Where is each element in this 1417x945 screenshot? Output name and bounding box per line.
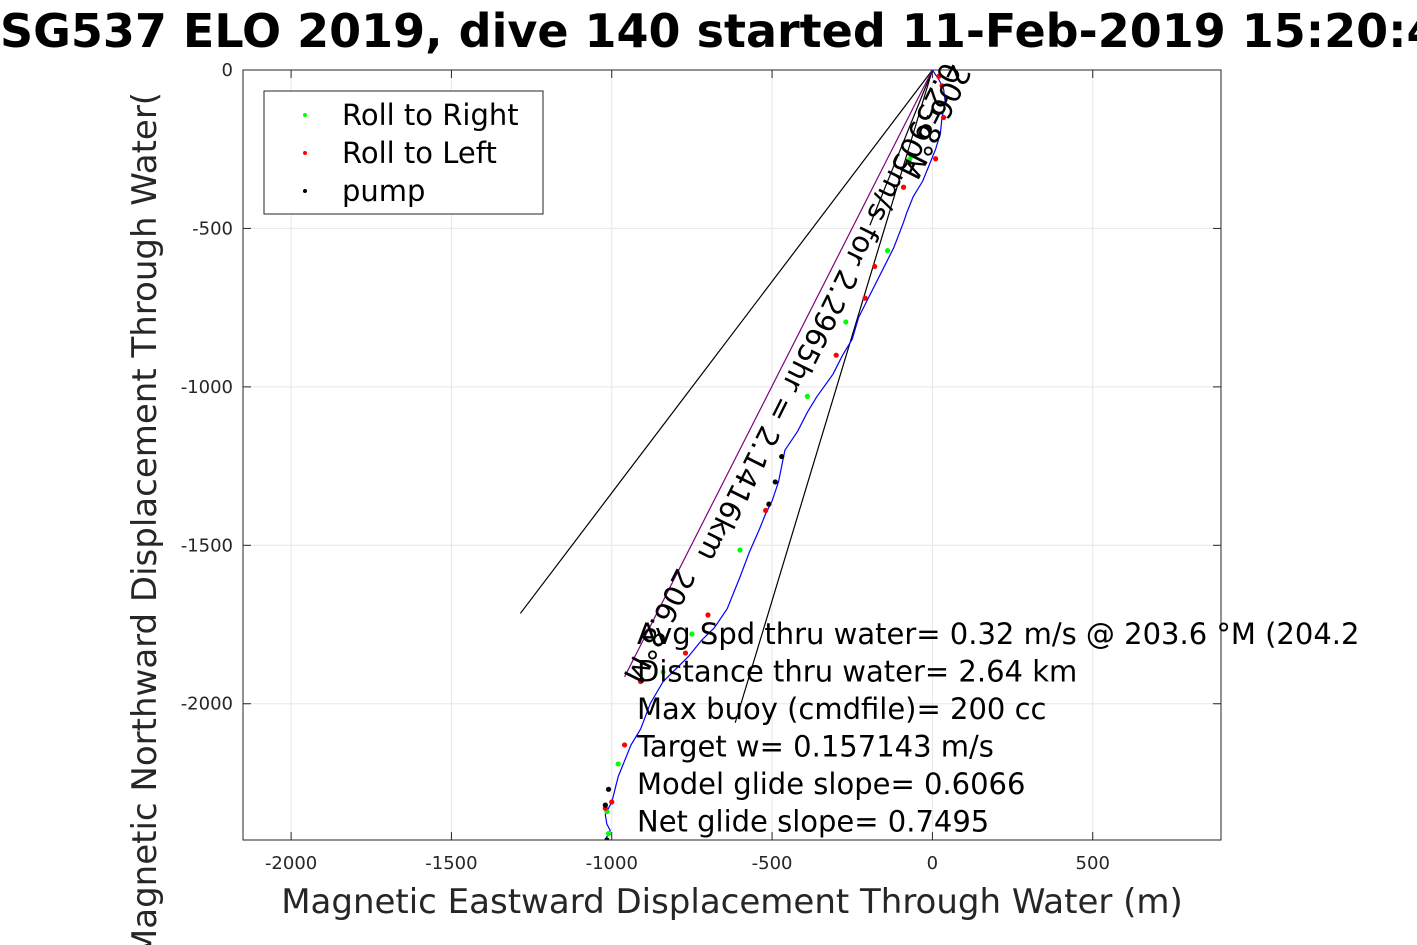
pump-point xyxy=(602,802,608,808)
x-tick-label: -1500 xyxy=(425,853,477,874)
x-tick-label: 0 xyxy=(927,853,938,874)
pump-point xyxy=(766,501,772,507)
track-line xyxy=(604,70,946,840)
x-tick-label: -500 xyxy=(752,853,793,874)
legend: Roll to Right Roll to Left pump xyxy=(263,90,544,215)
roll-right-point xyxy=(907,156,913,162)
y-tick-label: 0 xyxy=(222,60,233,81)
roll-right-point xyxy=(605,831,612,837)
roll-left-point xyxy=(833,352,839,358)
series-layer xyxy=(519,70,947,840)
annotation-line: Distance thru water= 2.64 km xyxy=(637,655,1077,689)
y-tick-label: -2000 xyxy=(181,694,233,715)
annotation-line: Target w= 0.157143 m/s xyxy=(636,730,994,764)
plot-frame xyxy=(242,69,1222,841)
pump-point xyxy=(605,786,612,792)
roll-left-point xyxy=(933,156,939,162)
y-tick-label: -500 xyxy=(192,218,233,239)
x-axis-label: Magnetic Eastward Displacement Through W… xyxy=(281,882,1183,922)
roll-left-point xyxy=(609,799,615,805)
roll-left-point xyxy=(763,507,769,514)
roll-left-point xyxy=(872,263,878,270)
roll-right-point xyxy=(737,547,743,553)
tick-labels: -2000 -1500 -1000 -500 0 500 0 -500 -1000 -1500 -2… xyxy=(181,60,1110,874)
roll-left-point xyxy=(862,295,868,301)
grid xyxy=(243,69,1221,840)
avg-line xyxy=(624,70,933,678)
roll-left-point xyxy=(705,612,711,618)
roll-right-point xyxy=(615,761,621,767)
roll-left-point xyxy=(936,73,942,79)
roll-right-point xyxy=(884,248,891,254)
y-tick-label: -1500 xyxy=(181,535,233,556)
roll-left-point xyxy=(900,184,907,190)
pump-point xyxy=(604,837,610,840)
roll-left-point xyxy=(638,678,644,685)
roll-right-point xyxy=(660,669,666,675)
annotation-line: Model glide slope= 0.6066 xyxy=(637,767,1025,801)
roll-right-point xyxy=(689,631,695,637)
dog-leg-line xyxy=(519,70,933,614)
y-tick-label: -1000 xyxy=(181,377,233,398)
legend-box xyxy=(263,90,544,215)
legend-marker-pump xyxy=(303,189,307,193)
dog-leg-line xyxy=(734,70,933,723)
legend-marker-roll-right xyxy=(303,113,307,117)
roll-right-point xyxy=(804,393,810,399)
roll-left-point xyxy=(682,650,689,656)
legend-label-roll-left: Roll to Left xyxy=(342,136,497,170)
x-tick-label: -1000 xyxy=(586,853,638,874)
roll-right-point xyxy=(843,319,849,325)
roll-left-point xyxy=(621,742,628,748)
annotation-line: Net glide slope= 0.7495 xyxy=(637,805,989,839)
pump-point xyxy=(772,479,778,485)
annotation-line: Avg Spd thru water= 0.32 m/s @ 203.6 °M … xyxy=(637,617,1359,651)
legend-label-pump: pump xyxy=(342,174,425,208)
dog-leg-line xyxy=(869,70,933,226)
y-axis-label: Magnetic Northward Displacement Through … xyxy=(125,92,165,945)
pump-point xyxy=(779,453,785,460)
roll-left-point xyxy=(941,114,947,121)
legend-label-roll-right: Roll to Right xyxy=(342,98,519,132)
x-tick-label: -2000 xyxy=(265,853,317,874)
annotation-line: Max buoy (cmdfile)= 200 cc xyxy=(637,692,1046,726)
annotations: Avg Spd thru water= 0.32 m/s @ 203.6 °M … xyxy=(636,617,1359,839)
legend-marker-roll-left xyxy=(303,151,307,155)
x-tick-label: 500 xyxy=(1076,853,1110,874)
chart-title: SG537 ELO 2019, dive 140 started 11-Feb-… xyxy=(0,4,1417,58)
roll-left-point xyxy=(939,83,945,89)
